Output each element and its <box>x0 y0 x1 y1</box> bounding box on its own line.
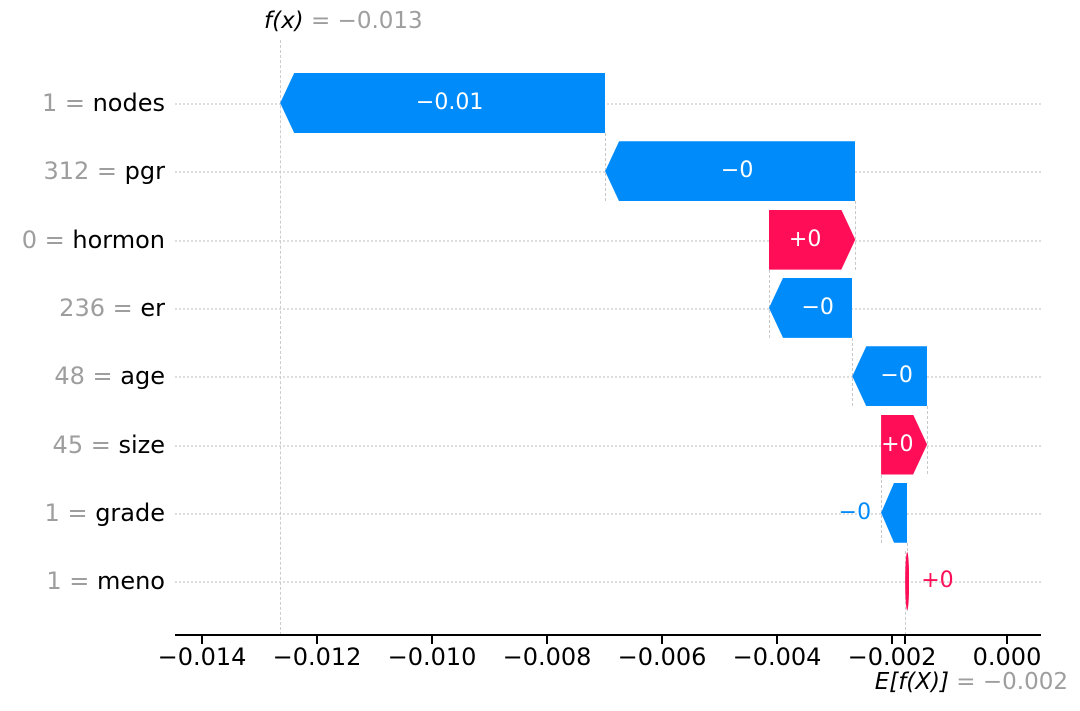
gridline-hormon <box>175 239 1041 242</box>
feature-name-er: er <box>140 293 165 322</box>
connector-line-hormon <box>769 269 770 338</box>
waterfall-bar-hormon <box>769 209 856 270</box>
x-tick-7 <box>1006 636 1008 644</box>
feature-name-hormon: hormon <box>72 225 165 254</box>
feature-value-grade: 1 = <box>44 498 96 527</box>
feature-value-er: 236 = <box>59 293 141 322</box>
row-label-size: 45 = size <box>0 415 165 475</box>
fx-reference-line <box>280 40 282 635</box>
gridline-size <box>175 444 1041 447</box>
connector-line-age <box>927 406 929 475</box>
waterfall-bar-nodes <box>280 73 606 133</box>
fx-annotation: f(x) = −0.013 <box>264 8 423 34</box>
feature-value-pgr: 312 = <box>43 157 125 186</box>
bar-value-label-grade: −0 <box>838 499 872 525</box>
x-tick-0 <box>201 636 203 644</box>
efx-symbol: E[f(X)] <box>874 669 949 695</box>
gridline-meno <box>175 581 1041 584</box>
feature-name-meno: meno <box>96 567 165 596</box>
bar-value-label-meno: +0 <box>921 568 954 594</box>
x-tick-label-6: −0.002 <box>847 643 937 671</box>
gridline-er <box>175 307 1041 310</box>
base-value-annotation: E[f(X)] = −0.002 <box>875 669 1068 695</box>
waterfall-bar-meno <box>905 552 910 610</box>
x-tick-label-1: −0.012 <box>272 643 362 671</box>
row-label-grade: 1 = grade <box>0 483 165 543</box>
waterfall-bar-age <box>852 346 927 407</box>
gridline-nodes <box>175 103 1041 105</box>
x-tick-label-4: −0.006 <box>617 643 707 671</box>
feature-name-age: age <box>120 362 165 391</box>
x-tick-base-value <box>904 636 907 644</box>
waterfall-bar-er <box>769 277 853 338</box>
row-label-hormon: 0 = hormon <box>0 210 165 270</box>
feature-value-meno: 1 = <box>46 567 97 596</box>
row-label-meno: 1 = meno <box>0 551 165 611</box>
row-label-pgr: 312 = pgr <box>0 141 165 201</box>
x-tick-label-3: −0.008 <box>502 643 592 671</box>
connector-line-pgr <box>855 201 857 270</box>
gridline-grade <box>175 512 1041 515</box>
x-tick-1 <box>316 636 318 644</box>
waterfall-bar-grade <box>881 482 907 543</box>
x-tick-label-7: 0.000 <box>972 643 1042 671</box>
x-tick-2 <box>431 636 433 644</box>
efx-value-text: = −0.002 <box>948 669 1068 695</box>
x-tick-5 <box>776 636 778 644</box>
x-axis-line <box>175 634 1041 636</box>
connector-line-size <box>881 474 883 543</box>
connector-line-er <box>852 337 854 407</box>
row-label-er: 236 = er <box>0 278 165 338</box>
x-tick-label-0: −0.014 <box>157 643 247 671</box>
feature-value-hormon: 0 = <box>21 225 73 254</box>
fx-value-text: = −0.013 <box>303 8 423 34</box>
feature-name-nodes: nodes <box>92 89 165 117</box>
bar-value-label-pgr: −0 <box>720 158 754 184</box>
bar-value-label-nodes: −0.01 <box>415 90 484 115</box>
feature-name-size: size <box>118 430 165 459</box>
bar-value-label-age: −0 <box>880 363 913 389</box>
x-tick-label-2: −0.010 <box>387 643 477 671</box>
row-label-nodes: 1 = nodes <box>0 73 165 133</box>
bar-value-label-size: +0 <box>881 431 914 457</box>
feature-name-grade: grade <box>95 498 165 527</box>
bar-value-label-hormon: +0 <box>788 226 822 252</box>
feature-value-age: 48 = <box>54 362 121 391</box>
x-tick-6 <box>891 636 893 644</box>
x-tick-label-5: −0.004 <box>732 643 822 671</box>
waterfall-bar-pgr <box>605 141 856 202</box>
row-label-age: 48 = age <box>0 346 165 406</box>
x-tick-4 <box>661 636 663 644</box>
connector-line-nodes <box>605 133 607 202</box>
gridline-age <box>175 376 1041 379</box>
feature-value-size: 45 = <box>52 430 119 459</box>
bar-value-label-er: −0 <box>801 294 834 320</box>
fx-symbol: f(x) <box>264 8 304 34</box>
feature-value-nodes: 1 = <box>41 89 93 117</box>
x-tick-3 <box>546 636 548 644</box>
feature-name-pgr: pgr <box>124 157 165 186</box>
